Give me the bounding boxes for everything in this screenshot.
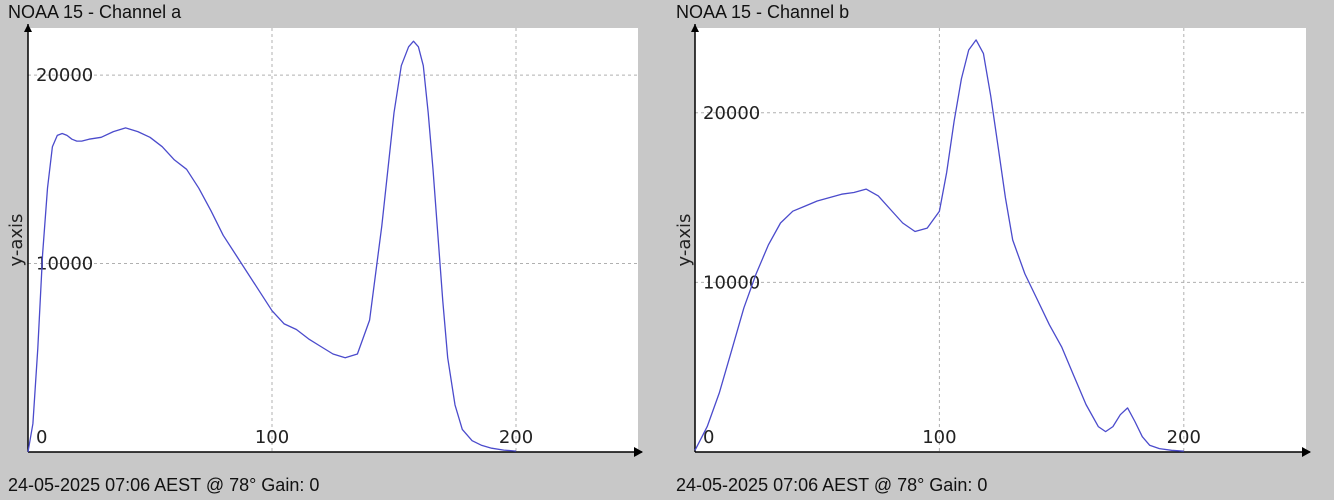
line-chart: 0 100 200 10000 20000 y-axis [0,0,660,500]
plot-area [28,28,638,452]
y-tick-label: 20000 [36,65,93,86]
chart-footer: 24-05-2025 07:06 AEST @ 78° Gain: 0 [676,475,987,496]
x-axis-arrow [1302,447,1311,457]
x-tick-label: 0 [36,427,47,448]
x-axis-arrow [634,447,643,457]
y-tick-label: 10000 [36,254,93,275]
x-tick-label: 200 [499,427,533,448]
x-tick-label: 100 [255,427,289,448]
x-tick-label: 100 [922,427,956,448]
y-tick-label: 10000 [703,272,760,293]
chart-panel-b: NOAA 15 - Channel b 0 100 200 10000 20000 y-a… [668,0,1334,500]
line-chart: 0 100 2001000020000y-axis [668,0,1334,500]
y-axis-label: y-axis [674,214,695,267]
chart-panel-a: NOAA 15 - Channel a 0 100 200 10000 20000 y-a… [0,0,660,500]
x-tick-label: 200 [1167,427,1201,448]
y-axis-label: y-axis [6,214,27,267]
plot-area [695,28,1306,452]
y-tick-label: 20000 [703,103,760,124]
chart-footer: 24-05-2025 07:06 AEST @ 78° Gain: 0 [8,475,319,496]
